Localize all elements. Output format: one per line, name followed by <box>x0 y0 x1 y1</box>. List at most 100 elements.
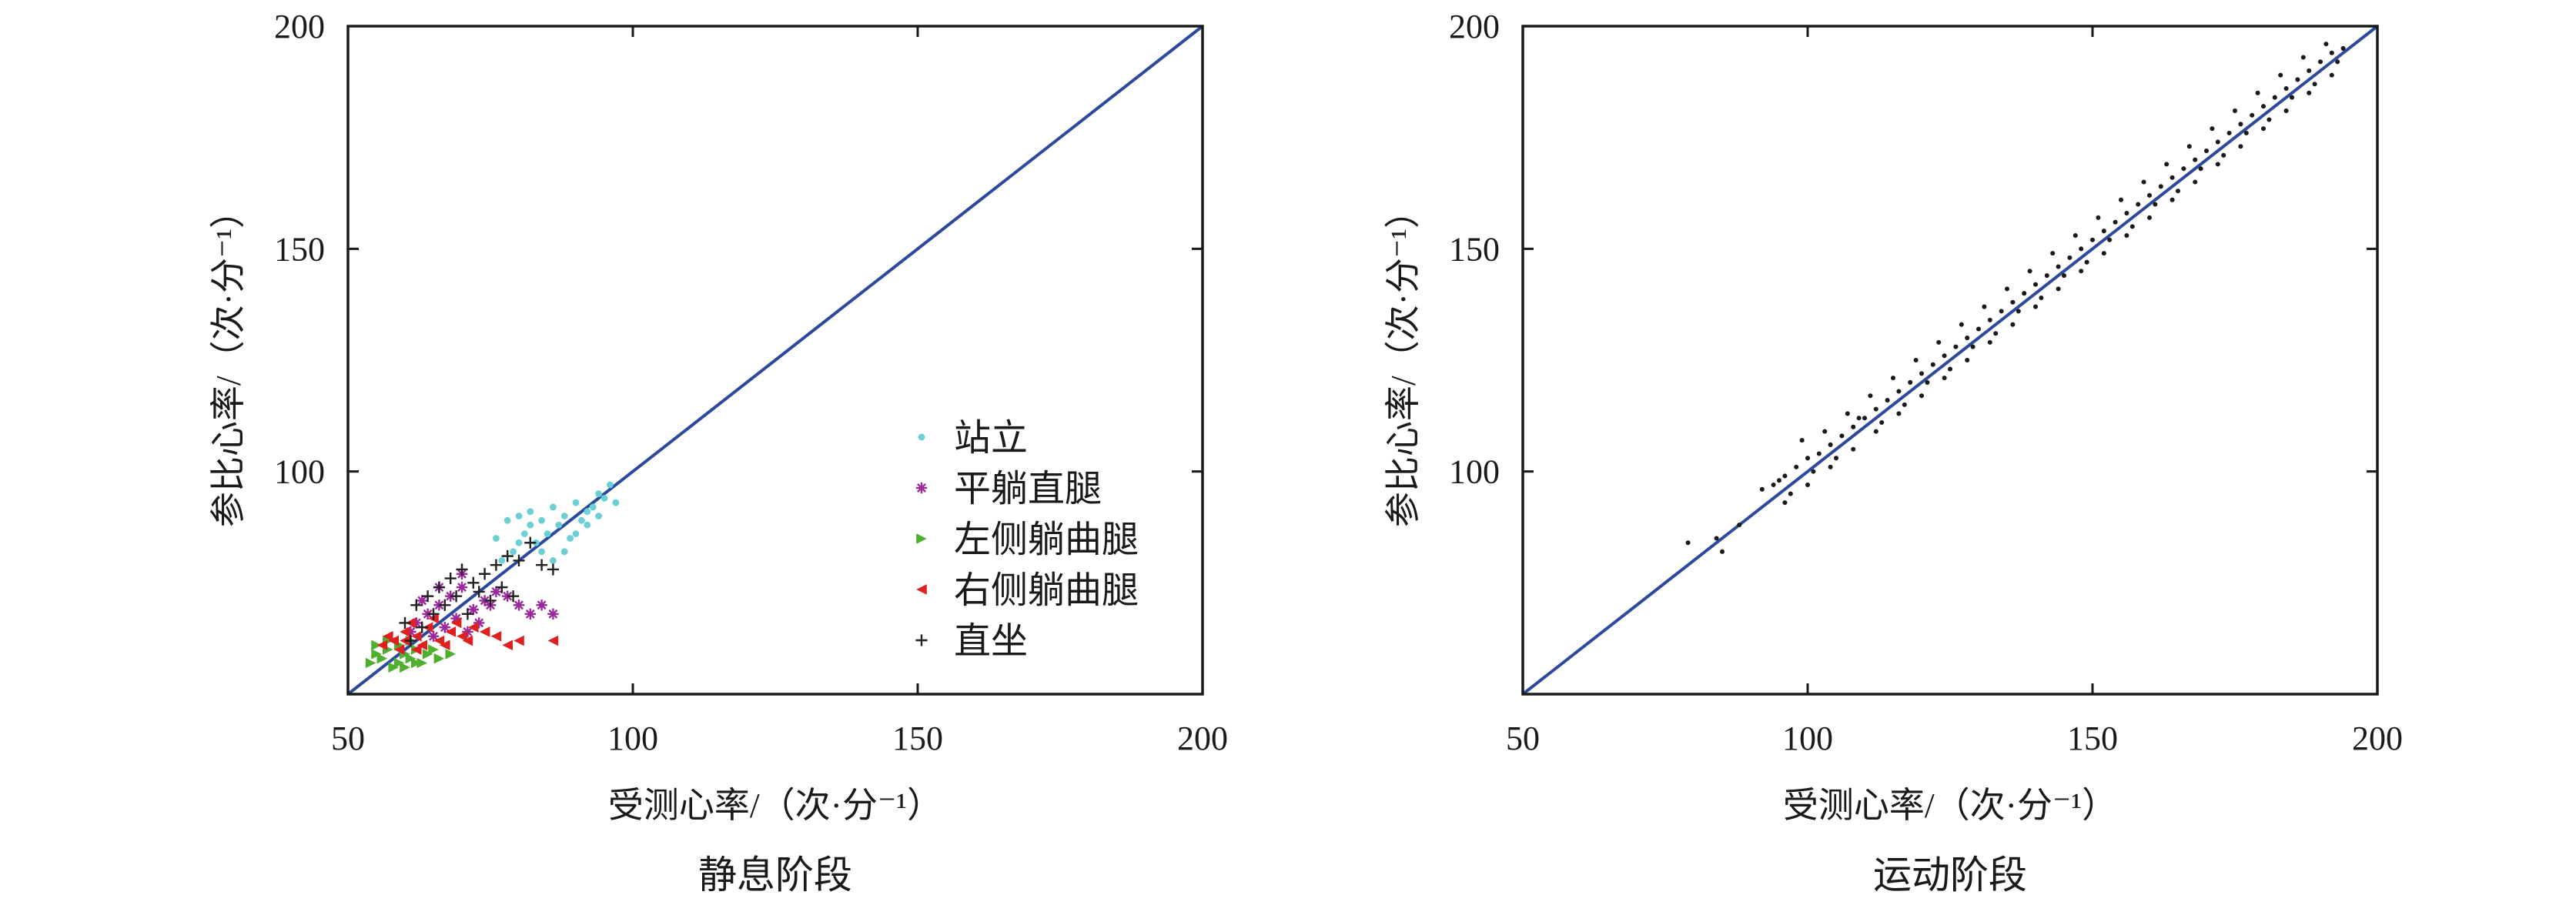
data-point <box>2056 286 2061 292</box>
data-point <box>1839 433 1845 439</box>
data-point <box>2170 197 2175 202</box>
data-point <box>371 649 382 660</box>
series-2 <box>365 635 456 673</box>
data-point <box>456 563 468 576</box>
data-point <box>1782 473 1788 479</box>
x-tick-label: 200 <box>1177 720 1228 757</box>
data-point <box>1805 456 1811 461</box>
data-point <box>2010 299 2016 305</box>
y-tick-label: 100 <box>1449 453 1500 491</box>
data-point <box>2146 215 2153 220</box>
x-axis-label: 受测心率/（次·分⁻¹） <box>1783 786 2117 825</box>
data-point <box>1737 523 1742 528</box>
data-point <box>536 599 547 611</box>
data-point <box>2278 72 2283 78</box>
data-point <box>1868 393 1873 399</box>
data-point <box>2210 126 2215 132</box>
data-point <box>445 649 456 660</box>
data-point <box>1965 336 1970 341</box>
data-point <box>365 657 376 669</box>
data-point <box>2267 117 2272 122</box>
data-point <box>584 508 591 516</box>
data-point <box>2215 162 2220 167</box>
data-point <box>584 521 591 529</box>
series-1 <box>405 568 559 642</box>
data-point <box>462 626 473 638</box>
data-point <box>1885 398 1890 403</box>
data-point <box>1919 393 1925 399</box>
data-point <box>440 640 450 651</box>
panel-caption: 运动阶段 <box>1873 853 2027 897</box>
data-point <box>2300 55 2306 60</box>
data-point <box>2101 229 2106 234</box>
y-tick-label: 200 <box>274 8 325 45</box>
data-point <box>2101 251 2106 256</box>
data-point <box>2118 197 2124 202</box>
data-point <box>2004 286 2010 292</box>
data-point <box>1965 357 1970 363</box>
data-point <box>1930 362 1935 367</box>
data-point <box>479 626 490 637</box>
data-point <box>2260 104 2267 109</box>
legend-label: 左侧躺曲腿 <box>954 519 1139 560</box>
data-point <box>1799 438 1805 443</box>
data-point <box>427 608 440 620</box>
data-point <box>376 653 388 664</box>
data-point <box>1993 331 1999 336</box>
legend-marker <box>915 634 928 646</box>
data-point <box>1856 416 1862 421</box>
plot-frame <box>1521 25 2379 696</box>
data-point <box>2317 59 2323 65</box>
legend-label: 平躺直腿 <box>954 469 1102 509</box>
data-point <box>416 621 428 633</box>
data-point <box>567 535 574 542</box>
reference-line <box>346 25 1204 696</box>
data-point <box>502 640 513 651</box>
data-point <box>479 568 491 580</box>
data-point <box>515 539 523 546</box>
data-point <box>1776 478 1782 483</box>
data-point <box>1999 309 2004 314</box>
data-point <box>1811 469 1816 474</box>
data-point <box>2289 95 2295 100</box>
legend-item: 直坐 <box>915 621 1028 662</box>
data-point <box>484 594 497 607</box>
data-point <box>388 662 399 673</box>
legend-item: 平躺直腿 <box>915 469 1102 509</box>
data-point <box>2141 179 2146 185</box>
data-point <box>1719 549 1725 554</box>
y-tick-label: 100 <box>274 453 325 491</box>
data-point <box>1805 483 1811 488</box>
data-point <box>607 481 614 489</box>
data-point <box>524 608 536 620</box>
data-points <box>1685 42 2346 554</box>
data-point <box>2016 309 2021 314</box>
data-point <box>2146 192 2153 198</box>
data-point <box>388 635 399 646</box>
data-point <box>2329 72 2334 78</box>
data-point <box>456 581 468 593</box>
data-point <box>547 635 559 646</box>
data-point <box>1873 406 1878 412</box>
data-point <box>2283 85 2289 92</box>
data-point <box>411 657 422 669</box>
legend-item: 左侧躺曲腿 <box>916 519 1139 560</box>
panel-caption: 静息阶段 <box>698 853 852 897</box>
data-point <box>536 559 548 571</box>
data-point <box>2175 189 2181 194</box>
data-point <box>2232 108 2238 113</box>
data-point <box>2067 255 2073 260</box>
data-point <box>1714 536 1719 541</box>
data-point <box>513 599 525 611</box>
data-point <box>468 622 479 633</box>
data-point <box>2243 130 2249 135</box>
data-point <box>2193 179 2198 185</box>
data-point <box>1873 429 1878 434</box>
data-point <box>513 554 525 566</box>
data-point <box>2079 269 2084 274</box>
data-point <box>572 499 580 506</box>
data-point <box>410 599 423 611</box>
data-point <box>2238 122 2243 127</box>
data-point <box>2312 82 2317 87</box>
